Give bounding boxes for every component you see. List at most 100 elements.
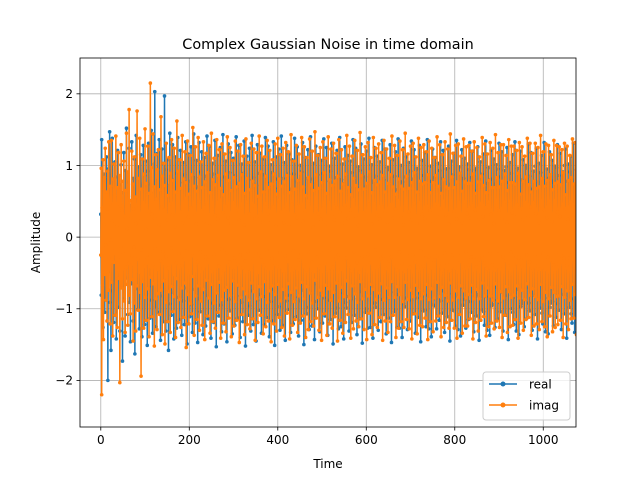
data-point-imag [566, 217, 570, 221]
data-point-real [435, 327, 439, 331]
data-point-imag [501, 255, 505, 259]
data-point-imag [148, 192, 152, 196]
data-point-imag [181, 286, 185, 290]
data-point-imag [461, 189, 465, 193]
data-point-imag [375, 213, 379, 217]
data-point-imag [340, 148, 344, 152]
data-point-imag [263, 155, 267, 159]
data-point-imag [284, 254, 288, 258]
data-point-imag [171, 310, 175, 314]
data-point-imag [408, 265, 412, 269]
data-point-imag [517, 256, 521, 260]
data-point-imag [518, 207, 522, 211]
data-point-imag [120, 286, 124, 290]
data-point-imag [281, 269, 285, 273]
data-point-imag [394, 336, 398, 340]
data-point-imag [260, 255, 264, 259]
data-point-imag [235, 318, 239, 322]
data-point-imag [440, 192, 444, 196]
data-point-imag [549, 153, 553, 157]
data-point-imag [252, 258, 256, 262]
data-point-imag [405, 174, 409, 178]
data-point-imag [201, 186, 205, 190]
data-point-imag [276, 136, 280, 140]
data-point-imag [447, 222, 451, 226]
data-point-imag [124, 189, 128, 193]
data-point-imag [487, 179, 491, 183]
data-point-imag [387, 182, 391, 186]
data-point-imag [142, 326, 146, 330]
data-point-imag [367, 202, 371, 206]
data-point-imag [457, 201, 461, 205]
data-point-imag [542, 208, 546, 212]
data-point-real [250, 134, 254, 138]
data-point-imag [250, 281, 254, 285]
data-point-imag [482, 184, 486, 188]
data-point-imag [478, 297, 482, 301]
data-point-imag [148, 253, 152, 257]
data-point-imag [355, 184, 359, 188]
data-point-imag [155, 197, 159, 201]
data-point-real [302, 343, 306, 347]
data-point-imag [453, 266, 457, 270]
data-point-imag [296, 331, 300, 335]
data-point-imag [297, 258, 301, 262]
data-point-imag [513, 293, 517, 297]
data-point-imag [358, 270, 362, 274]
data-point-imag [241, 173, 245, 177]
data-point-imag [307, 250, 311, 254]
data-point-imag [266, 212, 270, 216]
data-point-imag [224, 330, 228, 334]
data-point-imag [515, 284, 519, 288]
data-point-imag [566, 289, 570, 293]
data-point-imag [157, 292, 161, 296]
data-point-imag [219, 187, 223, 191]
data-point-imag [258, 285, 262, 289]
data-point-imag [164, 255, 168, 259]
data-point-imag [330, 214, 334, 218]
data-point-real [331, 342, 335, 346]
data-point-imag [382, 139, 386, 143]
data-point-imag [389, 173, 393, 177]
data-point-real [400, 336, 404, 340]
data-point-imag [424, 181, 428, 185]
data-point-imag [474, 321, 478, 325]
data-point-imag [350, 269, 354, 273]
data-point-imag [571, 137, 575, 141]
data-point-imag [213, 214, 217, 218]
data-point-imag [108, 202, 112, 206]
data-point-imag [377, 142, 381, 146]
data-point-imag [556, 323, 560, 327]
data-point-imag [342, 260, 346, 264]
data-point-real [225, 340, 229, 344]
data-point-imag [251, 317, 255, 321]
data-point-imag [100, 393, 104, 397]
data-point-imag [526, 214, 530, 218]
data-point-imag [395, 154, 399, 158]
data-point-imag [468, 293, 472, 297]
data-point-imag [208, 331, 212, 335]
data-point-imag [327, 201, 331, 205]
data-point-imag [537, 328, 541, 332]
data-point-imag [519, 192, 523, 196]
data-point-imag [294, 266, 298, 270]
data-point-imag [300, 136, 304, 140]
data-point-real [167, 349, 171, 353]
data-point-imag [255, 297, 259, 301]
data-point-imag [462, 289, 466, 293]
data-point-imag [529, 293, 533, 297]
data-point-imag [495, 319, 499, 323]
data-point-imag [224, 205, 228, 209]
data-point-imag [236, 149, 240, 153]
data-point-imag [564, 193, 568, 197]
data-point-imag [295, 216, 299, 220]
data-point-imag [119, 143, 123, 147]
data-point-imag [131, 339, 135, 343]
data-point-imag [381, 174, 385, 178]
data-point-imag [110, 139, 114, 143]
data-point-imag [489, 294, 493, 298]
data-point-imag [144, 227, 148, 231]
data-point-imag [201, 267, 205, 271]
data-point-imag [221, 298, 225, 302]
data-point-imag [547, 297, 551, 301]
